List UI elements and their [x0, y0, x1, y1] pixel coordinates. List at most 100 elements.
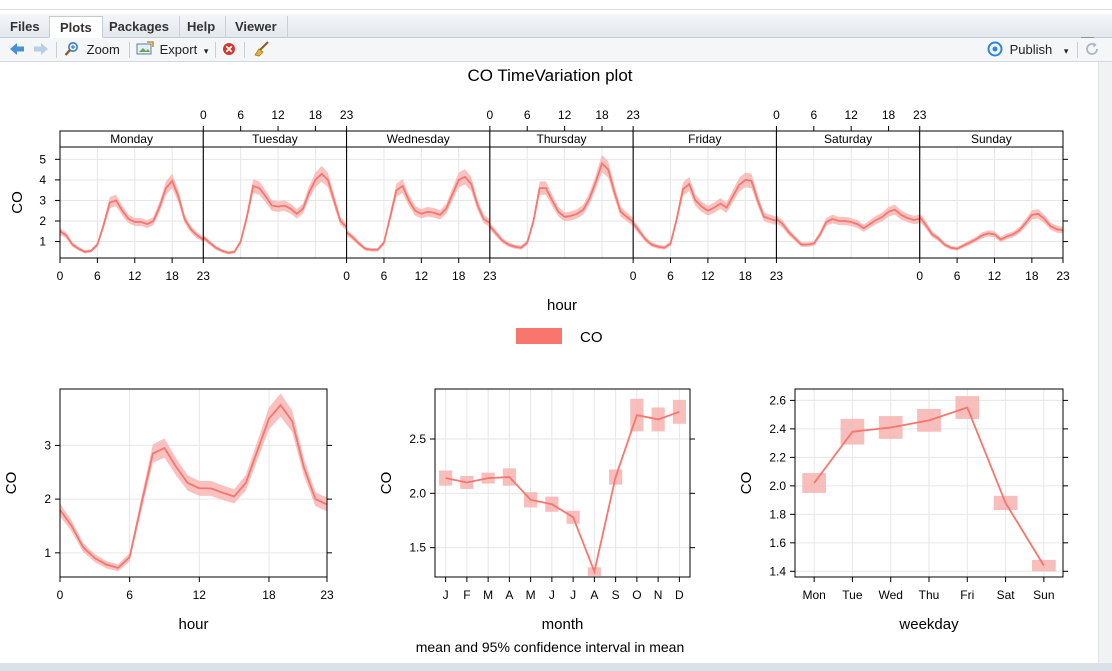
y-tick-label: 2	[39, 214, 46, 228]
y-axis-label: CO	[3, 472, 20, 495]
strip-label-thursday: Thursday	[536, 132, 586, 146]
series-line-saturday	[775, 208, 920, 246]
x-axis-label: weekday	[898, 616, 959, 633]
y-axis-label: CO	[738, 472, 755, 495]
x-tick-label: 23	[483, 269, 497, 283]
strip-label-tuesday: Tuesday	[252, 132, 298, 146]
x-tick-label: 0	[487, 108, 494, 122]
x-tick-label: 12	[193, 588, 207, 602]
vertical-scrollbar[interactable]	[1098, 62, 1112, 663]
ci-box-mon	[802, 473, 827, 493]
x-tick-label: 12	[271, 108, 285, 122]
ci-band	[60, 393, 327, 572]
x-tick-label: F	[463, 588, 470, 602]
series-line-friday	[632, 178, 777, 249]
strip-label-wednesday: Wednesday	[387, 132, 450, 146]
plot-viewer: CO TimeVariation plot Monday 0 6 12 18 23 Tues…	[0, 62, 1098, 663]
footer-caption: mean and 95% confidence interval in mean	[416, 639, 685, 655]
back-arrow-icon[interactable]	[8, 40, 26, 60]
x-tick-label: 6	[237, 108, 244, 122]
export-image-icon	[136, 41, 154, 55]
y-tick-label: 1	[44, 546, 51, 560]
series-line	[445, 410, 680, 575]
plot-toolbar: Zoom Export ▾ Publish ▾	[0, 38, 1112, 62]
y-tick-label: 3	[39, 193, 46, 207]
x-tick-label: 12	[988, 269, 1002, 283]
x-tick-label: 12	[558, 108, 572, 122]
chevron-down-icon: ▾	[1063, 46, 1069, 56]
x-tick-label: Wed	[878, 588, 902, 602]
clear-all-button[interactable]	[253, 40, 271, 60]
series-line-sunday	[918, 212, 1064, 250]
publish-button[interactable]: Publish ▾	[987, 40, 1068, 60]
zoom-label: Zoom	[86, 42, 120, 57]
x-tick-label: D	[675, 588, 684, 602]
y-tick-label: 2.0	[409, 486, 426, 500]
x-tick-label: 0	[57, 588, 64, 602]
series-line	[59, 403, 328, 569]
y-tick-label: 5	[39, 152, 46, 166]
remove-plot-button[interactable]	[222, 40, 236, 60]
series-line-wednesday	[345, 175, 491, 251]
x-tick-label: S	[612, 588, 620, 602]
tab-plots[interactable]: Plots	[49, 16, 103, 38]
plot-title: CO TimeVariation plot	[467, 66, 632, 85]
series-line-tuesday	[202, 172, 348, 254]
x-tick-label: Sun	[1033, 588, 1054, 602]
y-tick-label: 2	[44, 492, 51, 506]
legend-label: CO	[580, 329, 603, 346]
x-tick-label: 12	[415, 269, 429, 283]
strip-label-sunday: Sunday	[971, 132, 1012, 146]
x-tick-label: 23	[197, 269, 211, 283]
y-axis-label: CO	[378, 472, 395, 495]
x-tick-label: Thu	[919, 588, 940, 602]
x-tick-label: 0	[916, 269, 923, 283]
x-tick-label: 18	[1025, 269, 1039, 283]
x-tick-label: 6	[524, 108, 531, 122]
x-tick-label: 18	[309, 108, 323, 122]
y-tick-label: 4	[39, 173, 46, 187]
x-tick-label: 6	[810, 108, 817, 122]
legend: CO	[516, 328, 603, 346]
ci-box-sun	[1031, 559, 1056, 572]
panel-box	[794, 388, 1064, 578]
pane-tabbar: Files Plots Packages Help Viewer	[0, 14, 1112, 48]
x-tick-label: 12	[845, 108, 859, 122]
chevron-down-icon: ▾	[203, 46, 209, 56]
forward-arrow-icon[interactable]	[32, 40, 50, 60]
tab-viewer[interactable]: Viewer	[225, 16, 288, 38]
x-tick-label: J	[549, 588, 555, 602]
y-tick-label: 1.5	[409, 541, 426, 555]
x-tick-label: 12	[701, 269, 715, 283]
x-tick-label: 23	[340, 108, 354, 122]
strip-label-monday: Monday	[110, 132, 153, 146]
x-tick-label: Sat	[997, 588, 1016, 602]
export-button[interactable]: Export ▾	[136, 40, 208, 60]
x-axis-label: month	[542, 616, 584, 633]
x-tick-label: 18	[165, 269, 179, 283]
panel-box	[434, 388, 691, 578]
tab-help[interactable]: Help	[177, 16, 227, 38]
x-tick-label: Tue	[842, 588, 863, 602]
ci-band-thursday	[489, 154, 634, 250]
tab-packages[interactable]: Packages	[99, 16, 180, 38]
x-tick-label: 6	[667, 269, 674, 283]
zoom-button[interactable]: Zoom	[64, 40, 120, 60]
tab-files[interactable]: Files	[0, 16, 51, 38]
legend-swatch	[516, 328, 562, 344]
y-tick-label: 2.6	[769, 393, 786, 407]
top-strip	[0, 0, 1112, 10]
publish-icon	[987, 41, 1003, 57]
x-tick-label: 12	[128, 269, 142, 283]
x-tick-label: 23	[913, 108, 927, 122]
x-tick-label: 6	[126, 588, 133, 602]
bottom-border	[0, 663, 1112, 671]
y-tick-label: 2.5	[409, 432, 426, 446]
y-tick-label: 1.4	[769, 564, 786, 578]
x-tick-label: 23	[320, 588, 334, 602]
refresh-icon[interactable]	[1084, 40, 1100, 60]
x-axis-label: hour	[547, 297, 577, 314]
